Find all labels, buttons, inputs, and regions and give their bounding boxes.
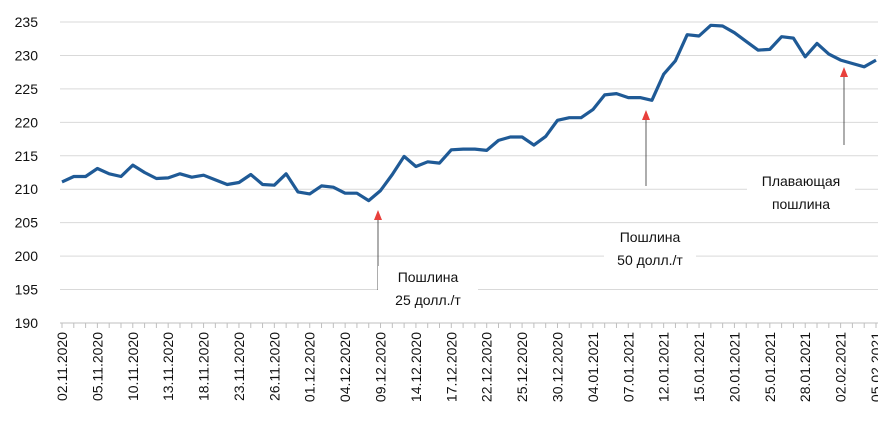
y-tick-label: 215 (15, 148, 39, 164)
annotation-box (747, 170, 855, 218)
annotation-box (378, 266, 478, 314)
annotation-box (604, 226, 696, 274)
x-tick-label: 04.01.2021 (585, 332, 601, 402)
x-tick-label: 01.12.2020 (302, 332, 318, 402)
y-tick-label: 235 (15, 14, 39, 30)
x-tick-label: 02.02.2021 (833, 332, 849, 402)
annotation-arrow-head (642, 110, 650, 120)
x-tick-label: 05.11.2020 (89, 332, 105, 401)
x-tick-label: 17.12.2020 (443, 332, 459, 402)
x-tick-label: 23.11.2020 (231, 332, 247, 401)
x-tick-label: 20.01.2021 (726, 332, 742, 402)
x-tick-label: 10.11.2020 (125, 332, 141, 401)
y-tick-label: 230 (15, 47, 39, 63)
x-tick-label: 04.12.2020 (337, 332, 353, 402)
y-tick-label: 195 (15, 282, 39, 298)
x-tick-label: 30.12.2020 (549, 332, 565, 402)
x-tick-label: 14.12.2020 (408, 332, 424, 402)
x-tick-label: 09.12.2020 (373, 332, 389, 402)
annotation-arrow-head (840, 67, 848, 77)
x-tick-label: 12.01.2021 (656, 332, 672, 402)
x-tick-label: 25.12.2020 (514, 332, 530, 402)
annotation-text: пошлина (772, 196, 830, 212)
x-tick-label: 25.01.2021 (762, 332, 778, 402)
y-tick-label: 200 (15, 248, 39, 264)
y-tick-label: 220 (15, 114, 39, 130)
annotation-text: Пошлина (620, 229, 681, 245)
x-tick-label: 26.11.2020 (266, 332, 282, 401)
x-tick-label: 18.11.2020 (196, 332, 212, 401)
x-tick-label: 02.11.2020 (54, 332, 70, 401)
y-tick-label: 205 (15, 215, 39, 231)
annotation-text: Плавающая (762, 173, 840, 189)
x-tick-label: 15.01.2021 (691, 332, 707, 402)
y-tick-label: 190 (15, 315, 39, 331)
annotation-text: 25 долл./т (395, 292, 461, 308)
annotation-text: Пошлина (398, 269, 459, 285)
data-line (61, 23, 877, 203)
x-tick-label: 13.11.2020 (160, 332, 176, 401)
x-tick-label: 22.12.2020 (479, 332, 495, 402)
x-tick-label: 05.02.2021 (868, 332, 878, 402)
y-tick-label: 225 (15, 81, 39, 97)
annotation-arrow-head (374, 210, 382, 220)
y-tick-label: 210 (15, 181, 39, 197)
x-tick-label: 28.01.2021 (797, 332, 813, 402)
x-tick-label: 07.01.2021 (620, 332, 636, 402)
annotation-text: 50 долл./т (617, 252, 683, 268)
